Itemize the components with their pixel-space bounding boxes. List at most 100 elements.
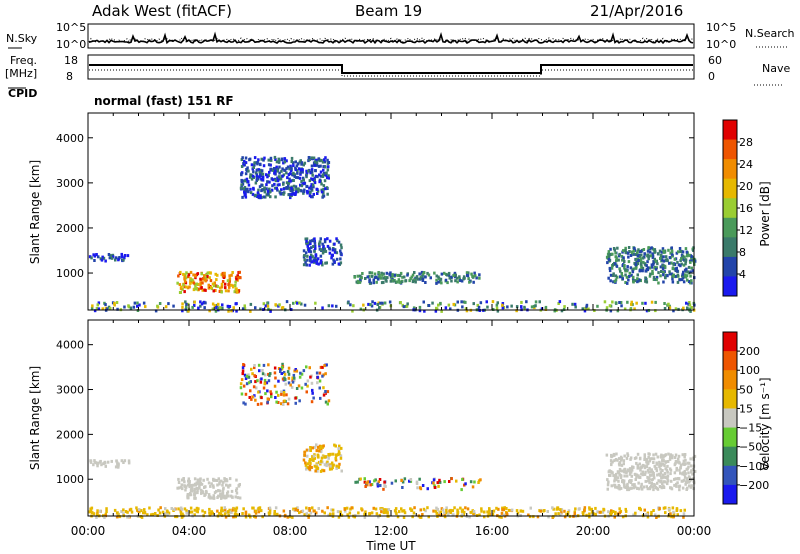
heatmap-cell xyxy=(249,389,252,393)
heatmap-cell xyxy=(215,479,218,482)
heatmap-cell xyxy=(196,488,199,492)
heatmap-cell xyxy=(630,250,634,254)
heatmap-cell xyxy=(329,464,332,468)
heatmap-cell xyxy=(316,469,319,473)
heatmap-cell xyxy=(269,309,272,313)
heatmap-cell xyxy=(661,459,664,463)
heatmap-cell xyxy=(298,511,301,515)
heatmap-cell xyxy=(664,460,667,464)
heatmap-cell xyxy=(260,157,263,161)
heatmap-cell xyxy=(278,303,281,307)
heatmap-cell xyxy=(326,460,329,464)
heatmap-cell xyxy=(276,179,280,183)
heatmap-cell xyxy=(311,173,314,177)
heatmap-cell xyxy=(426,506,429,510)
heatmap-cell xyxy=(363,477,366,481)
heatmap-cell xyxy=(201,509,204,513)
heatmap-cell xyxy=(244,402,247,406)
heatmap-cell xyxy=(322,184,326,188)
heatmap-cell xyxy=(630,479,633,483)
heatmap-cell xyxy=(302,190,306,194)
heatmap-cell xyxy=(278,165,281,169)
heatmap-cell xyxy=(237,484,241,488)
heatmap-cell xyxy=(616,458,619,462)
heatmap-cell xyxy=(623,266,626,270)
heatmap-cell xyxy=(241,372,244,376)
heatmap-cell xyxy=(377,480,380,484)
heatmap-cell xyxy=(316,257,320,261)
heatmap-cell xyxy=(643,262,647,266)
heatmap-cell xyxy=(101,255,104,259)
heatmap-cell xyxy=(648,481,651,485)
heatmap-cell xyxy=(616,275,619,279)
heatmap-cell xyxy=(260,509,263,513)
heatmap-cell xyxy=(196,487,200,491)
heatmap-cell xyxy=(124,510,128,513)
heatmap-cell xyxy=(296,509,300,512)
heatmap-cell xyxy=(557,302,560,305)
heatmap-cell xyxy=(273,384,277,388)
heatmap-cell xyxy=(222,495,225,499)
heatmap-cell xyxy=(113,301,116,305)
heatmap-cell xyxy=(296,301,299,305)
heatmap-cell xyxy=(672,510,675,514)
heatmap-cell xyxy=(668,256,672,260)
heatmap-cell xyxy=(339,243,343,247)
heatmap-cell xyxy=(366,480,370,484)
heatmap-cell xyxy=(247,183,251,187)
heatmap-cell xyxy=(236,513,239,517)
heatmap-cell xyxy=(384,278,388,282)
heatmap-cell xyxy=(532,515,535,519)
heatmap-cell xyxy=(676,513,679,517)
heatmap-cell xyxy=(212,289,215,293)
heatmap-cell xyxy=(460,279,464,283)
heatmap-cell xyxy=(281,167,284,171)
heatmap-cell xyxy=(261,188,265,191)
heatmap-cell xyxy=(266,389,269,393)
heatmap-cell xyxy=(376,303,379,306)
heatmap-cell xyxy=(634,258,638,262)
heatmap-cell xyxy=(630,474,633,478)
heatmap-cell xyxy=(294,368,297,371)
heatmap-cell xyxy=(672,512,676,516)
heatmap-cell xyxy=(204,301,207,305)
heatmap-cell xyxy=(332,258,335,262)
heatmap-cell xyxy=(614,251,617,255)
heatmap-cell xyxy=(353,515,356,519)
heatmap-cell xyxy=(291,161,295,165)
heatmap-cell xyxy=(286,176,289,180)
heatmap-cell xyxy=(262,195,266,199)
heatmap-cell xyxy=(333,242,336,246)
heatmap-cell xyxy=(207,283,210,287)
heatmap-cell xyxy=(321,251,325,255)
heatmap-cell xyxy=(634,253,638,256)
heatmap-cell xyxy=(691,468,695,471)
heatmap-cell xyxy=(347,515,351,519)
heatmap-cell xyxy=(446,281,449,285)
heatmap-cell xyxy=(401,509,404,513)
heatmap-cell xyxy=(603,300,607,304)
heatmap-cell xyxy=(424,281,427,284)
heatmap-cell xyxy=(250,397,253,401)
heatmap-cell xyxy=(256,402,260,406)
heatmap-cell xyxy=(358,280,362,284)
heatmap-cell xyxy=(444,306,448,310)
heatmap-cell xyxy=(266,400,269,404)
heatmap-cell xyxy=(320,448,323,452)
heatmap-cell xyxy=(374,478,377,482)
heatmap-cell xyxy=(521,509,525,513)
heatmap-cell xyxy=(437,484,440,488)
heatmap-cell xyxy=(681,257,685,261)
nsky-right-tick-bottom: 10^0 xyxy=(706,38,736,51)
heatmap-cell xyxy=(297,187,300,191)
heatmap-cell xyxy=(657,252,660,256)
heatmap-cell xyxy=(260,177,263,181)
heatmap-cell xyxy=(324,165,327,169)
heatmap-cell xyxy=(496,301,499,305)
heatmap-cell xyxy=(468,280,471,284)
heatmap-cell xyxy=(296,176,300,180)
heatmap-cell xyxy=(440,507,444,511)
heatmap-cell xyxy=(669,472,672,476)
heatmap-cell xyxy=(225,496,228,500)
